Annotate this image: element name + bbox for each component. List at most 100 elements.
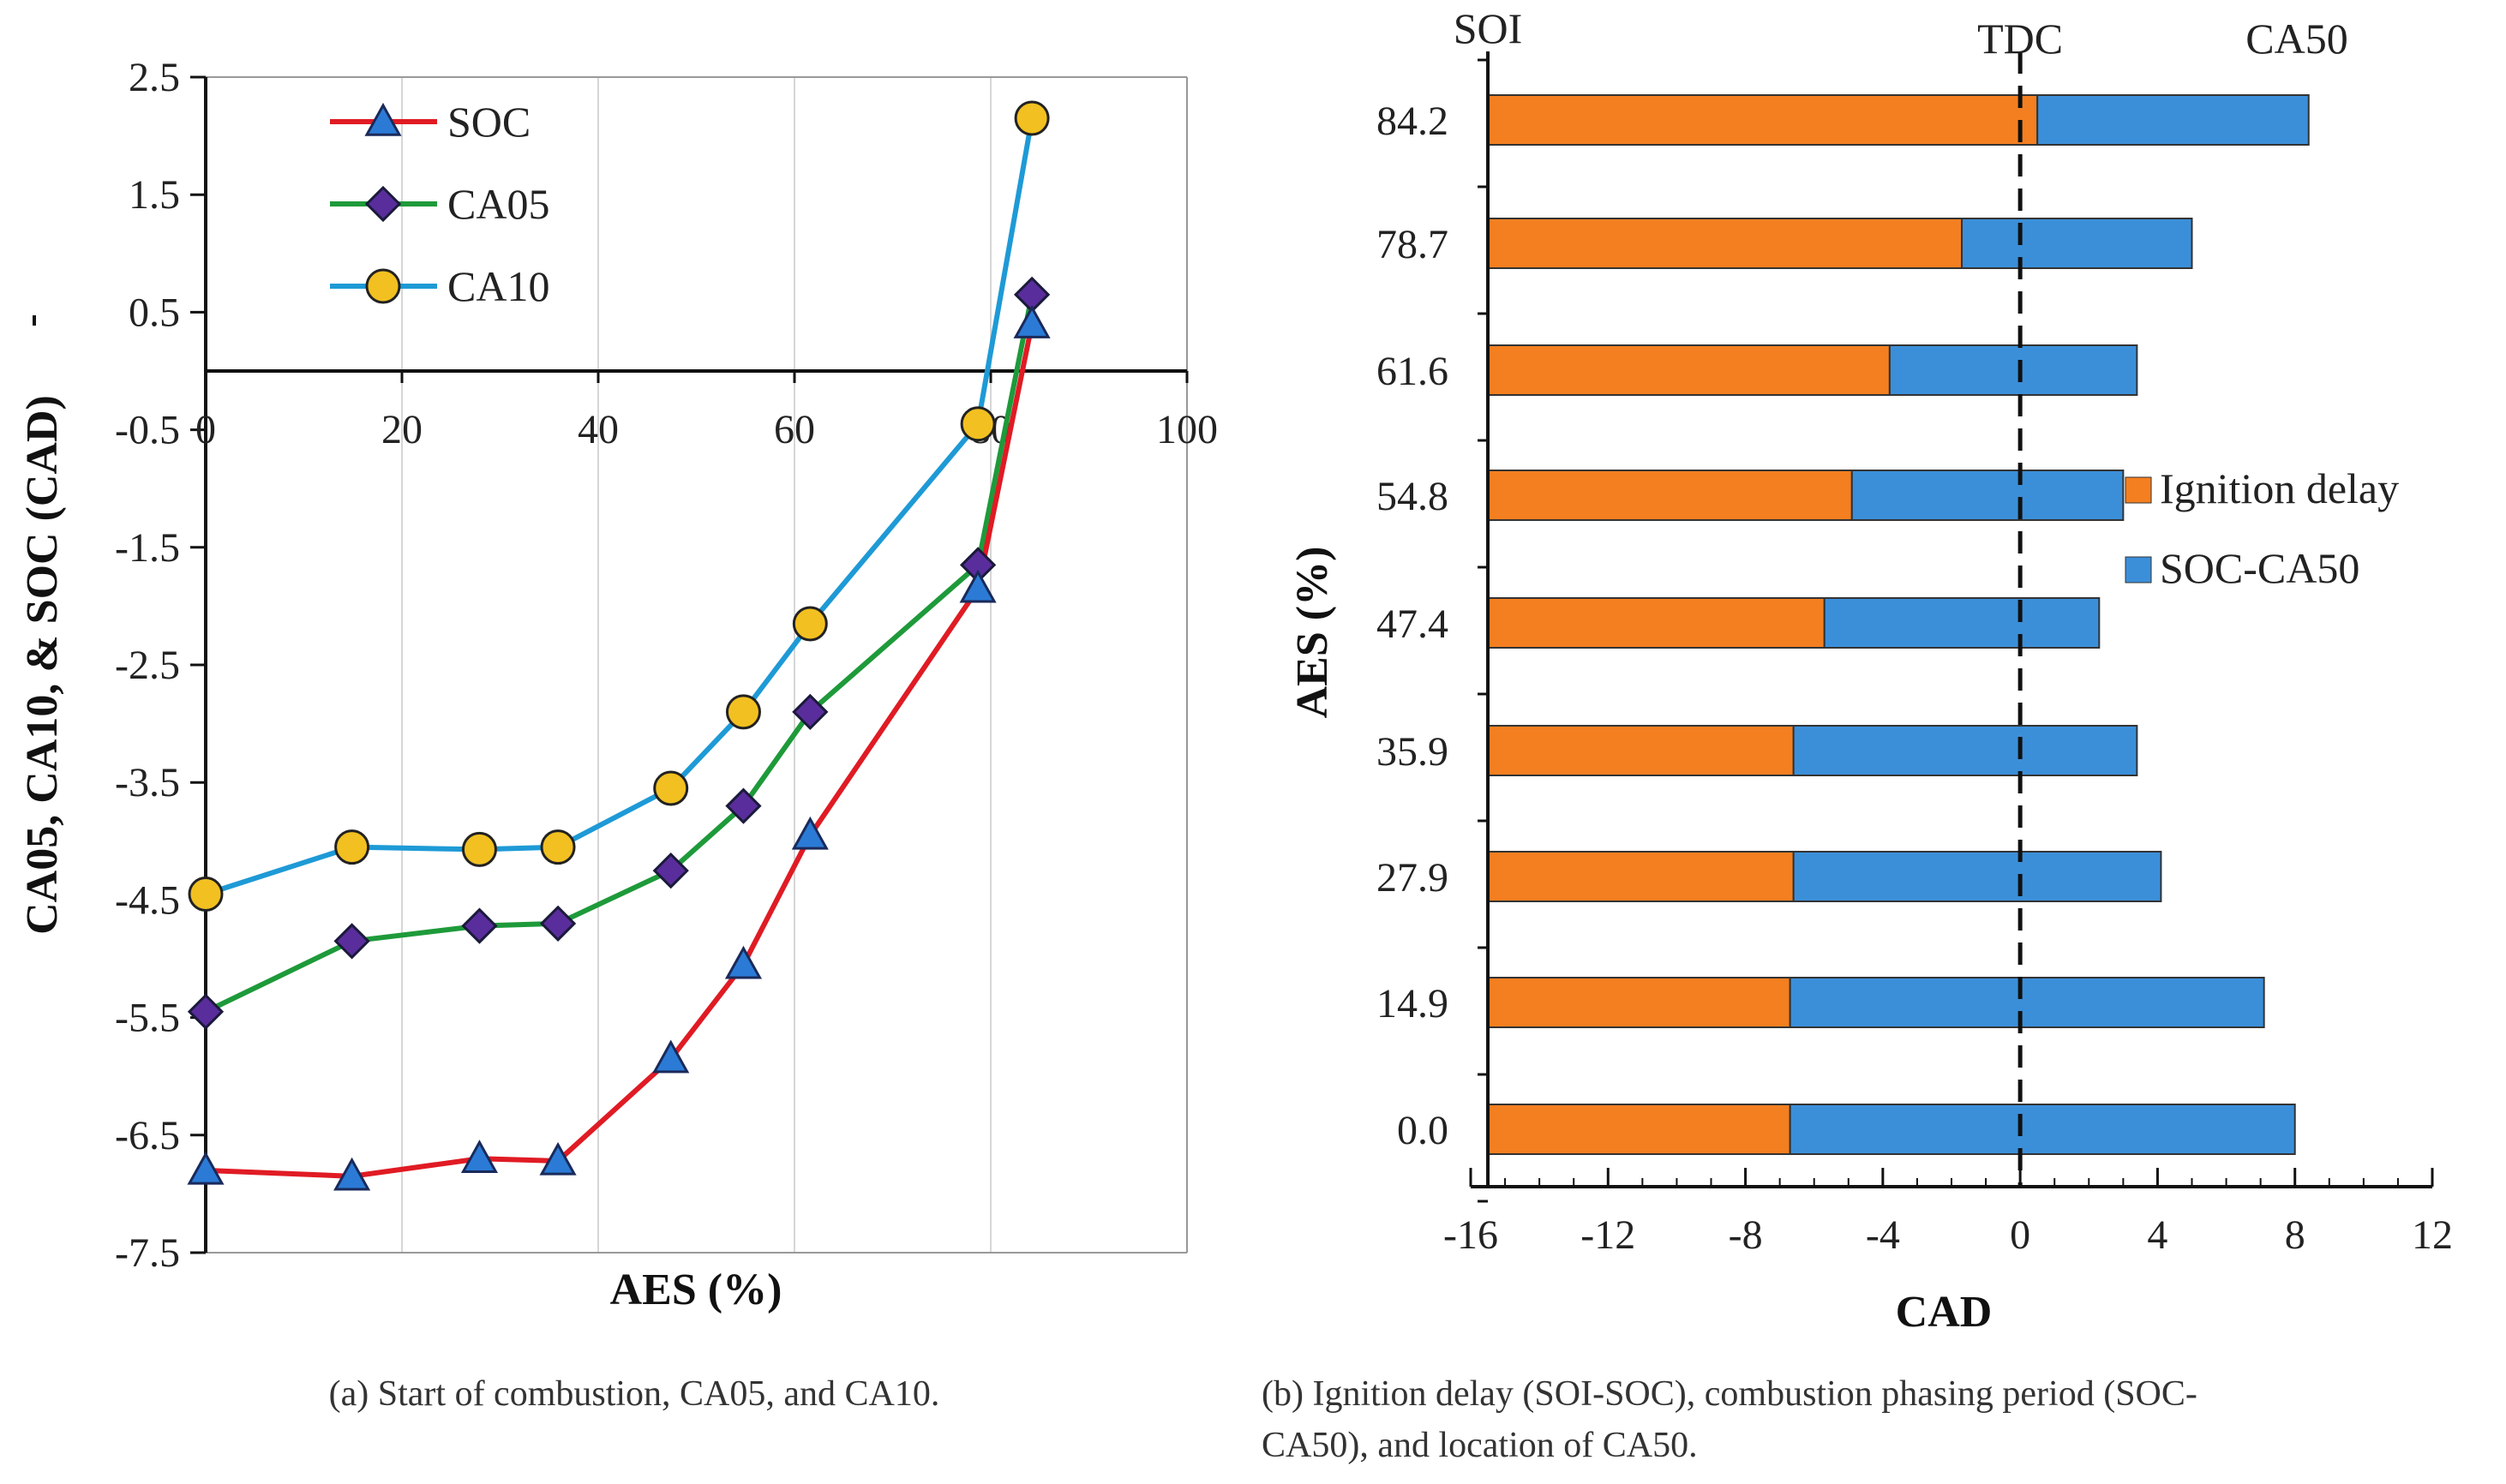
b-category-labels: 84.2 78.7 61.6 54.8 47.4 35.9 27.9 14.9 0.0	[1376, 99, 1448, 1153]
b-caption-line2: CA50), and location of CA50.	[1262, 1426, 1698, 1465]
a-x-tick-labels: 020406080100	[195, 407, 1218, 452]
b-x-tick-label: -16	[1443, 1212, 1498, 1258]
b-x-tick-label: 4	[2147, 1212, 2167, 1258]
a-legend-label-ca10: CA10	[447, 262, 549, 310]
b-x-tick-labels: -16 -12 -8 -4 0 4 8 12	[1443, 1212, 2453, 1258]
a-point-ca10	[540, 829, 576, 865]
a-point-ca10	[334, 829, 370, 865]
a-point-soc	[724, 945, 763, 979]
a-y-tick-label: -4.5	[115, 877, 180, 923]
b-bar-soc-ca50	[1823, 597, 2101, 649]
b-x-axis-title: CAD	[1896, 1288, 1993, 1337]
b-bar-ignition-delay	[1487, 977, 1791, 1028]
b-x-tick-label: 8	[2285, 1212, 2305, 1258]
b-bar-ignition-delay	[1487, 1104, 1791, 1155]
a-point-soc	[652, 1039, 690, 1074]
b-axes	[1469, 51, 2434, 1203]
a-axes	[33, 75, 1189, 1254]
b-bar-soc-ca50	[1792, 851, 2162, 902]
a-y-tick-label: -2.5	[115, 643, 180, 688]
b-bar-ignition-delay	[1487, 851, 1795, 902]
a-point-ca10	[1014, 100, 1050, 136]
a-x-tick-label: 40	[578, 407, 619, 452]
a-point-ca05	[333, 923, 370, 960]
a-y-axis-title: CA05, CA10, & SOC (CAD)	[18, 395, 67, 935]
b-x-tick-label: 12	[2412, 1212, 2453, 1258]
a-point-soc	[187, 1151, 225, 1185]
a-gridlines	[401, 77, 992, 1253]
b-legend-swatch-ignition-delay	[2125, 476, 2152, 504]
b-category-label: 61.6	[1376, 349, 1448, 394]
b-bar-soc-ca50	[1888, 344, 2138, 396]
b-bar-ignition-delay	[1487, 725, 1795, 776]
a-point-ca05	[652, 852, 689, 889]
a-point-soc	[959, 569, 997, 603]
a-y-tick-label: -7.5	[115, 1230, 180, 1276]
a-point-ca10	[653, 770, 689, 806]
b-bar-soc-ca50	[1792, 725, 2138, 776]
a-x-tick-label: 0	[195, 407, 216, 452]
a-y-tick-labels: 2.5 1.5 0.5 -0.5 -1.5 -2.5 -3.5 -4.5 -5.5 -6.5 -7.…	[115, 55, 180, 1276]
b-category-label: 47.4	[1376, 601, 1448, 647]
a-point-ca05	[725, 787, 762, 824]
b-y-axis-title: AES (%)	[1288, 547, 1337, 719]
b-x-tick-label: -8	[1729, 1212, 1763, 1258]
a-y-tick-label: -6.5	[115, 1113, 180, 1158]
a-point-ca10	[792, 606, 828, 642]
a-y-tick-label: -0.5	[115, 408, 180, 453]
b-bar-soc-ca50	[1961, 218, 2193, 269]
b-category-label: 84.2	[1376, 99, 1448, 144]
b-bar-soc-ca50	[1850, 470, 2125, 521]
a-point-ca10	[461, 831, 497, 867]
b-legend-swatch-soc-ca50	[2125, 556, 2152, 583]
a-y-tick-label: 2.5	[129, 55, 180, 100]
a-legend-label-ca05: CA05	[447, 180, 549, 228]
a-y-tick-label: -1.5	[115, 525, 180, 571]
b-bar-ignition-delay	[1487, 344, 1891, 396]
b-bar-soc-ca50	[2036, 94, 2310, 146]
a-x-axis-title: AES (%)	[610, 1266, 782, 1314]
a-point-ca05	[539, 905, 577, 942]
b-category-label: 0.0	[1397, 1108, 1448, 1153]
a-point-soc	[791, 816, 829, 850]
b-x-tick-label: -4	[1866, 1212, 1900, 1258]
b-category-label: 78.7	[1376, 222, 1448, 267]
b-ca50-annotation: CA50	[2245, 15, 2347, 63]
a-point-soc	[460, 1140, 499, 1173]
a-x-tick-label: 100	[1156, 407, 1218, 452]
a-point-ca05	[461, 907, 498, 944]
a-legend: SOC CA05 CA10	[330, 98, 549, 310]
b-legend: Ignition delay SOC-CA50	[2125, 464, 2399, 592]
a-point-soc	[333, 1157, 371, 1191]
a-legend-marker-ca05	[364, 185, 402, 223]
a-point-soc	[1013, 305, 1051, 338]
a-point-ca10	[725, 694, 761, 730]
a-line-ca10	[205, 117, 1035, 897]
a-legend-marker-ca10	[365, 268, 401, 304]
a-point-ca05	[792, 693, 829, 731]
panel-a-line-chart: 2.5 1.5 0.5 -0.5 -1.5 -2.5 -3.5 -4.5 -5.5 -6.5 -7.…	[18, 55, 1218, 1414]
b-soi-annotation: SOI	[1454, 4, 1523, 52]
a-legend-label-soc: SOC	[447, 98, 531, 146]
b-bar-ignition-delay	[1487, 470, 1853, 521]
a-y-tick-label: -5.5	[115, 996, 180, 1041]
b-category-label: 54.8	[1376, 474, 1448, 519]
a-point-ca05	[187, 993, 225, 1030]
b-category-label: 14.9	[1376, 981, 1448, 1026]
a-x-tick-label: 60	[774, 407, 815, 452]
a-line-soc	[205, 323, 1035, 1179]
a-caption: (a) Start of combustion, CA05, and CA10.	[329, 1374, 940, 1414]
b-legend-label-soc-ca50: SOC-CA50	[2160, 544, 2359, 592]
b-bar-soc-ca50	[1789, 1104, 2296, 1155]
a-y-tick-label: -3.5	[115, 760, 180, 805]
b-x-tick-label: 0	[2010, 1212, 2030, 1258]
a-point-soc	[539, 1141, 577, 1176]
panel-b-bar-chart: 84.278.761.654.847.435.927.914.90.0 -16-…	[1262, 4, 2453, 1465]
b-bar-ignition-delay	[1487, 597, 1826, 649]
a-y-tick-label: 1.5	[129, 172, 180, 218]
a-point-ca10	[188, 877, 224, 913]
b-category-label: 35.9	[1376, 729, 1448, 775]
a-line-ca05	[204, 294, 1035, 1014]
a-legend-marker-soc	[364, 102, 402, 136]
